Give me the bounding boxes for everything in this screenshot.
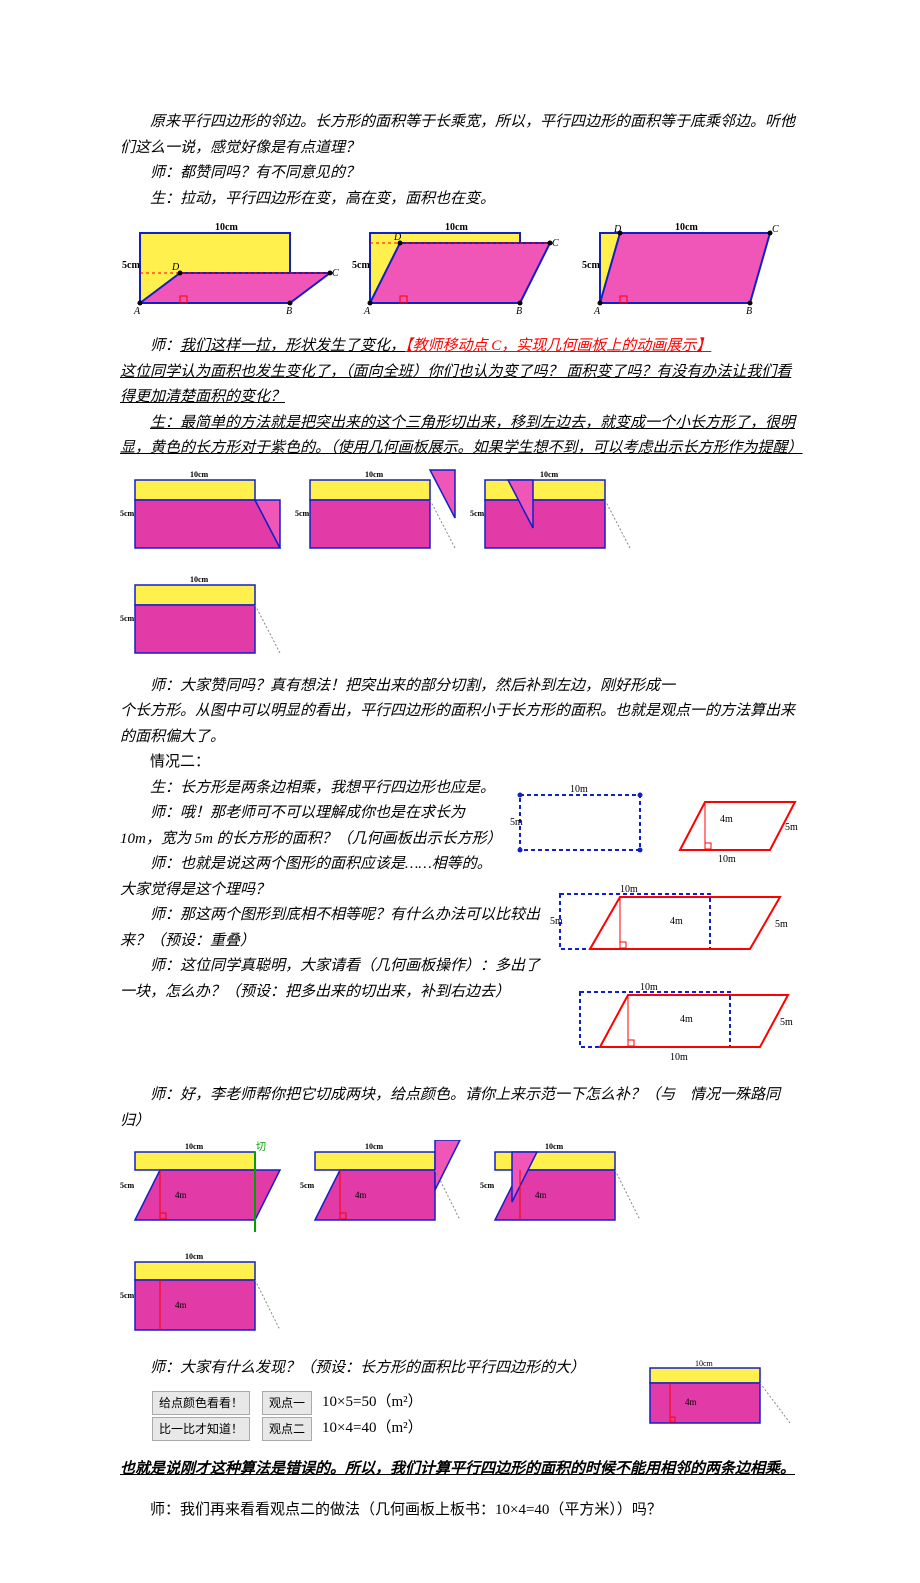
svg-text:4m: 4m (720, 814, 733, 825)
svg-text:4m: 4m (670, 916, 683, 927)
svg-text:4m: 4m (685, 1397, 697, 1407)
svg-text:5cm: 5cm (120, 1181, 135, 1190)
svg-text:4m: 4m (680, 1014, 693, 1025)
para-view2: 师：我们再来看看观点二的做法（几何画板上板书：10×4=40（平方米））吗？ (120, 1498, 800, 1524)
bottom-controls: 师：大家有什么发现？（预设：长方形的面积比平行四边形的大） 给点颜色看看！ 比一… (150, 1356, 632, 1442)
svg-text:10cm: 10cm (185, 1252, 204, 1261)
para-case2-title: 情况二： (120, 750, 800, 776)
svg-text:4m: 4m (535, 1190, 547, 1200)
svg-text:4m: 4m (355, 1190, 367, 1200)
svg-text:10m: 10m (640, 982, 658, 993)
svg-text:5cm: 5cm (122, 260, 140, 271)
case2-fig-mid: 10m 5m 4m 5m (550, 882, 800, 972)
p4-prefix: 师： (150, 338, 180, 354)
eq1: 10×5=50（m²） (322, 1390, 423, 1416)
svg-text:10m: 10m (718, 854, 736, 865)
svg-text:B: B (286, 306, 292, 317)
case2-fig-top: 10m 5m 4m 5m 10m (510, 780, 800, 875)
fig-cut-2: 10cm 5cm (295, 468, 460, 563)
para-intro: 原来平行四边形的邻边。长方形的面积等于长乘宽，所以，平行四边形的面积等于底乘邻边… (120, 110, 800, 161)
para-wrong: 也就是说刚才这种算法是错误的。所以，我们计算平行四边形的面积的时候不能用相邻的两… (120, 1457, 800, 1483)
fig-shear-3: 10cm 5cm A B C D (580, 218, 800, 328)
svg-text:10cm: 10cm (540, 470, 559, 479)
svg-text:10m: 10m (620, 884, 638, 895)
svg-text:5cm: 5cm (120, 509, 135, 518)
p4-u1: 我们这样一拉，形状发生了变化， (180, 338, 405, 354)
btn-view1[interactable]: 观点一 (262, 1391, 312, 1415)
svg-text:5m: 5m (785, 822, 798, 833)
fig3-3: 10cm 5cm 4m (480, 1140, 650, 1240)
svg-text:10cm: 10cm (365, 470, 384, 479)
svg-text:5cm: 5cm (480, 1181, 495, 1190)
fig-row-2: 10cm 5cm 10cm 5cm 10cm 5cm 10cm 5cm (120, 468, 800, 668)
svg-text:A: A (363, 306, 371, 317)
svg-text:10cm: 10cm (190, 575, 209, 584)
fig-shear-2: 10cm 5cm A B C D (350, 218, 570, 328)
p4-red: 【教师移动点 C，实现几何画板上的动画展示】 (405, 338, 711, 354)
svg-text:5cm: 5cm (352, 260, 370, 271)
para-find: 师：大家有什么发现？（预设：长方形的面积比平行四边形的大） (150, 1356, 585, 1382)
fig-shear-1: 10cm 5cm A B C D (120, 218, 340, 328)
svg-text:C: C (332, 268, 339, 279)
svg-text:10cm: 10cm (545, 1142, 564, 1151)
svg-text:5cm: 5cm (120, 614, 135, 623)
case2-fig-bot: 10m 4m 5m 10m (570, 980, 800, 1080)
svg-text:4m: 4m (175, 1190, 187, 1200)
fig-cut-3: 10cm 5cm (470, 468, 635, 563)
svg-text:5cm: 5cm (582, 260, 600, 271)
para-t6: 师：好，李老师帮你把它切成两块，给点颜色。请你上来示范一下怎么补？（与 情况一殊… (120, 1083, 800, 1134)
para-student-cut: 生：最简单的方法就是把突出来的这个三角形切出来，移到左边去，就变成一个小长方形了… (120, 411, 800, 462)
para-conclude1: 个长方形。从图中可以明显的看出，平行四边形的面积小于长方形的面积。也就是观点一的… (120, 699, 800, 750)
svg-text:10cm: 10cm (365, 1142, 384, 1151)
svg-text:10cm: 10cm (695, 1360, 714, 1368)
svg-text:A: A (133, 306, 141, 317)
p4-u2: 这位同学认为面积也发生变化了，（面向全班）你们也认为变了吗？ 面积变了吗？有没有… (120, 360, 800, 411)
bottom-small-fig: 10cm 4m (640, 1360, 800, 1445)
btn-view2[interactable]: 观点二 (262, 1417, 312, 1441)
svg-text:B: B (516, 306, 522, 317)
svg-text:10m: 10m (570, 784, 588, 795)
svg-text:10cm: 10cm (445, 222, 468, 233)
svg-text:5m: 5m (550, 916, 563, 927)
svg-text:C: C (552, 238, 559, 249)
para-agree: 师：大家赞同吗？真有想法！把突出来的部分切割，然后补到左边，刚好形成一 (120, 674, 800, 700)
eq2: 10×4=40（m²） (322, 1416, 423, 1442)
btn-compare[interactable]: 比一比才知道！ (152, 1417, 250, 1441)
fig3-2: 10cm 5cm 4m (300, 1140, 470, 1240)
svg-text:10cm: 10cm (675, 222, 698, 233)
fig-cut-4: 10cm 5cm (120, 573, 285, 668)
fig-row-1: 10cm 5cm A B C D 10cm 5cm A B C D 10cm 5… (120, 218, 800, 328)
svg-text:5cm: 5cm (470, 509, 485, 518)
svg-text:B: B (746, 306, 752, 317)
svg-text:10cm: 10cm (190, 470, 209, 479)
btn-color[interactable]: 给点颜色看看！ (152, 1391, 250, 1415)
fig-row-3: 切 10cm 5cm 4m 10cm 5cm 4m 10cm 5cm 4m 10… (120, 1140, 800, 1350)
para-teacher-drag: 师：我们这样一拉，形状发生了变化，【教师移动点 C，实现几何画板上的动画展示】 … (120, 334, 800, 411)
para-q1: 师：都赞同吗？有不同意见的？ (120, 161, 800, 187)
svg-text:5cm: 5cm (120, 1291, 135, 1300)
svg-text:10cm: 10cm (215, 222, 238, 233)
svg-text:C: C (772, 224, 779, 235)
svg-text:切: 切 (256, 1141, 266, 1153)
para-s1: 生：拉动，平行四边形在变，高在变，面积也在变。 (120, 187, 800, 213)
svg-text:A: A (593, 306, 601, 317)
fig3-1: 切 10cm 5cm 4m (120, 1140, 290, 1240)
fig3-4: 10cm 5cm 4m (120, 1250, 290, 1350)
svg-text:10cm: 10cm (185, 1142, 204, 1151)
fig-cut-1: 10cm 5cm (120, 468, 285, 563)
svg-text:5m: 5m (780, 1017, 793, 1028)
svg-text:5cm: 5cm (295, 509, 310, 518)
svg-text:5m: 5m (775, 919, 788, 930)
svg-text:5cm: 5cm (300, 1181, 315, 1190)
svg-text:5m: 5m (510, 817, 523, 828)
svg-text:10m: 10m (670, 1052, 688, 1063)
